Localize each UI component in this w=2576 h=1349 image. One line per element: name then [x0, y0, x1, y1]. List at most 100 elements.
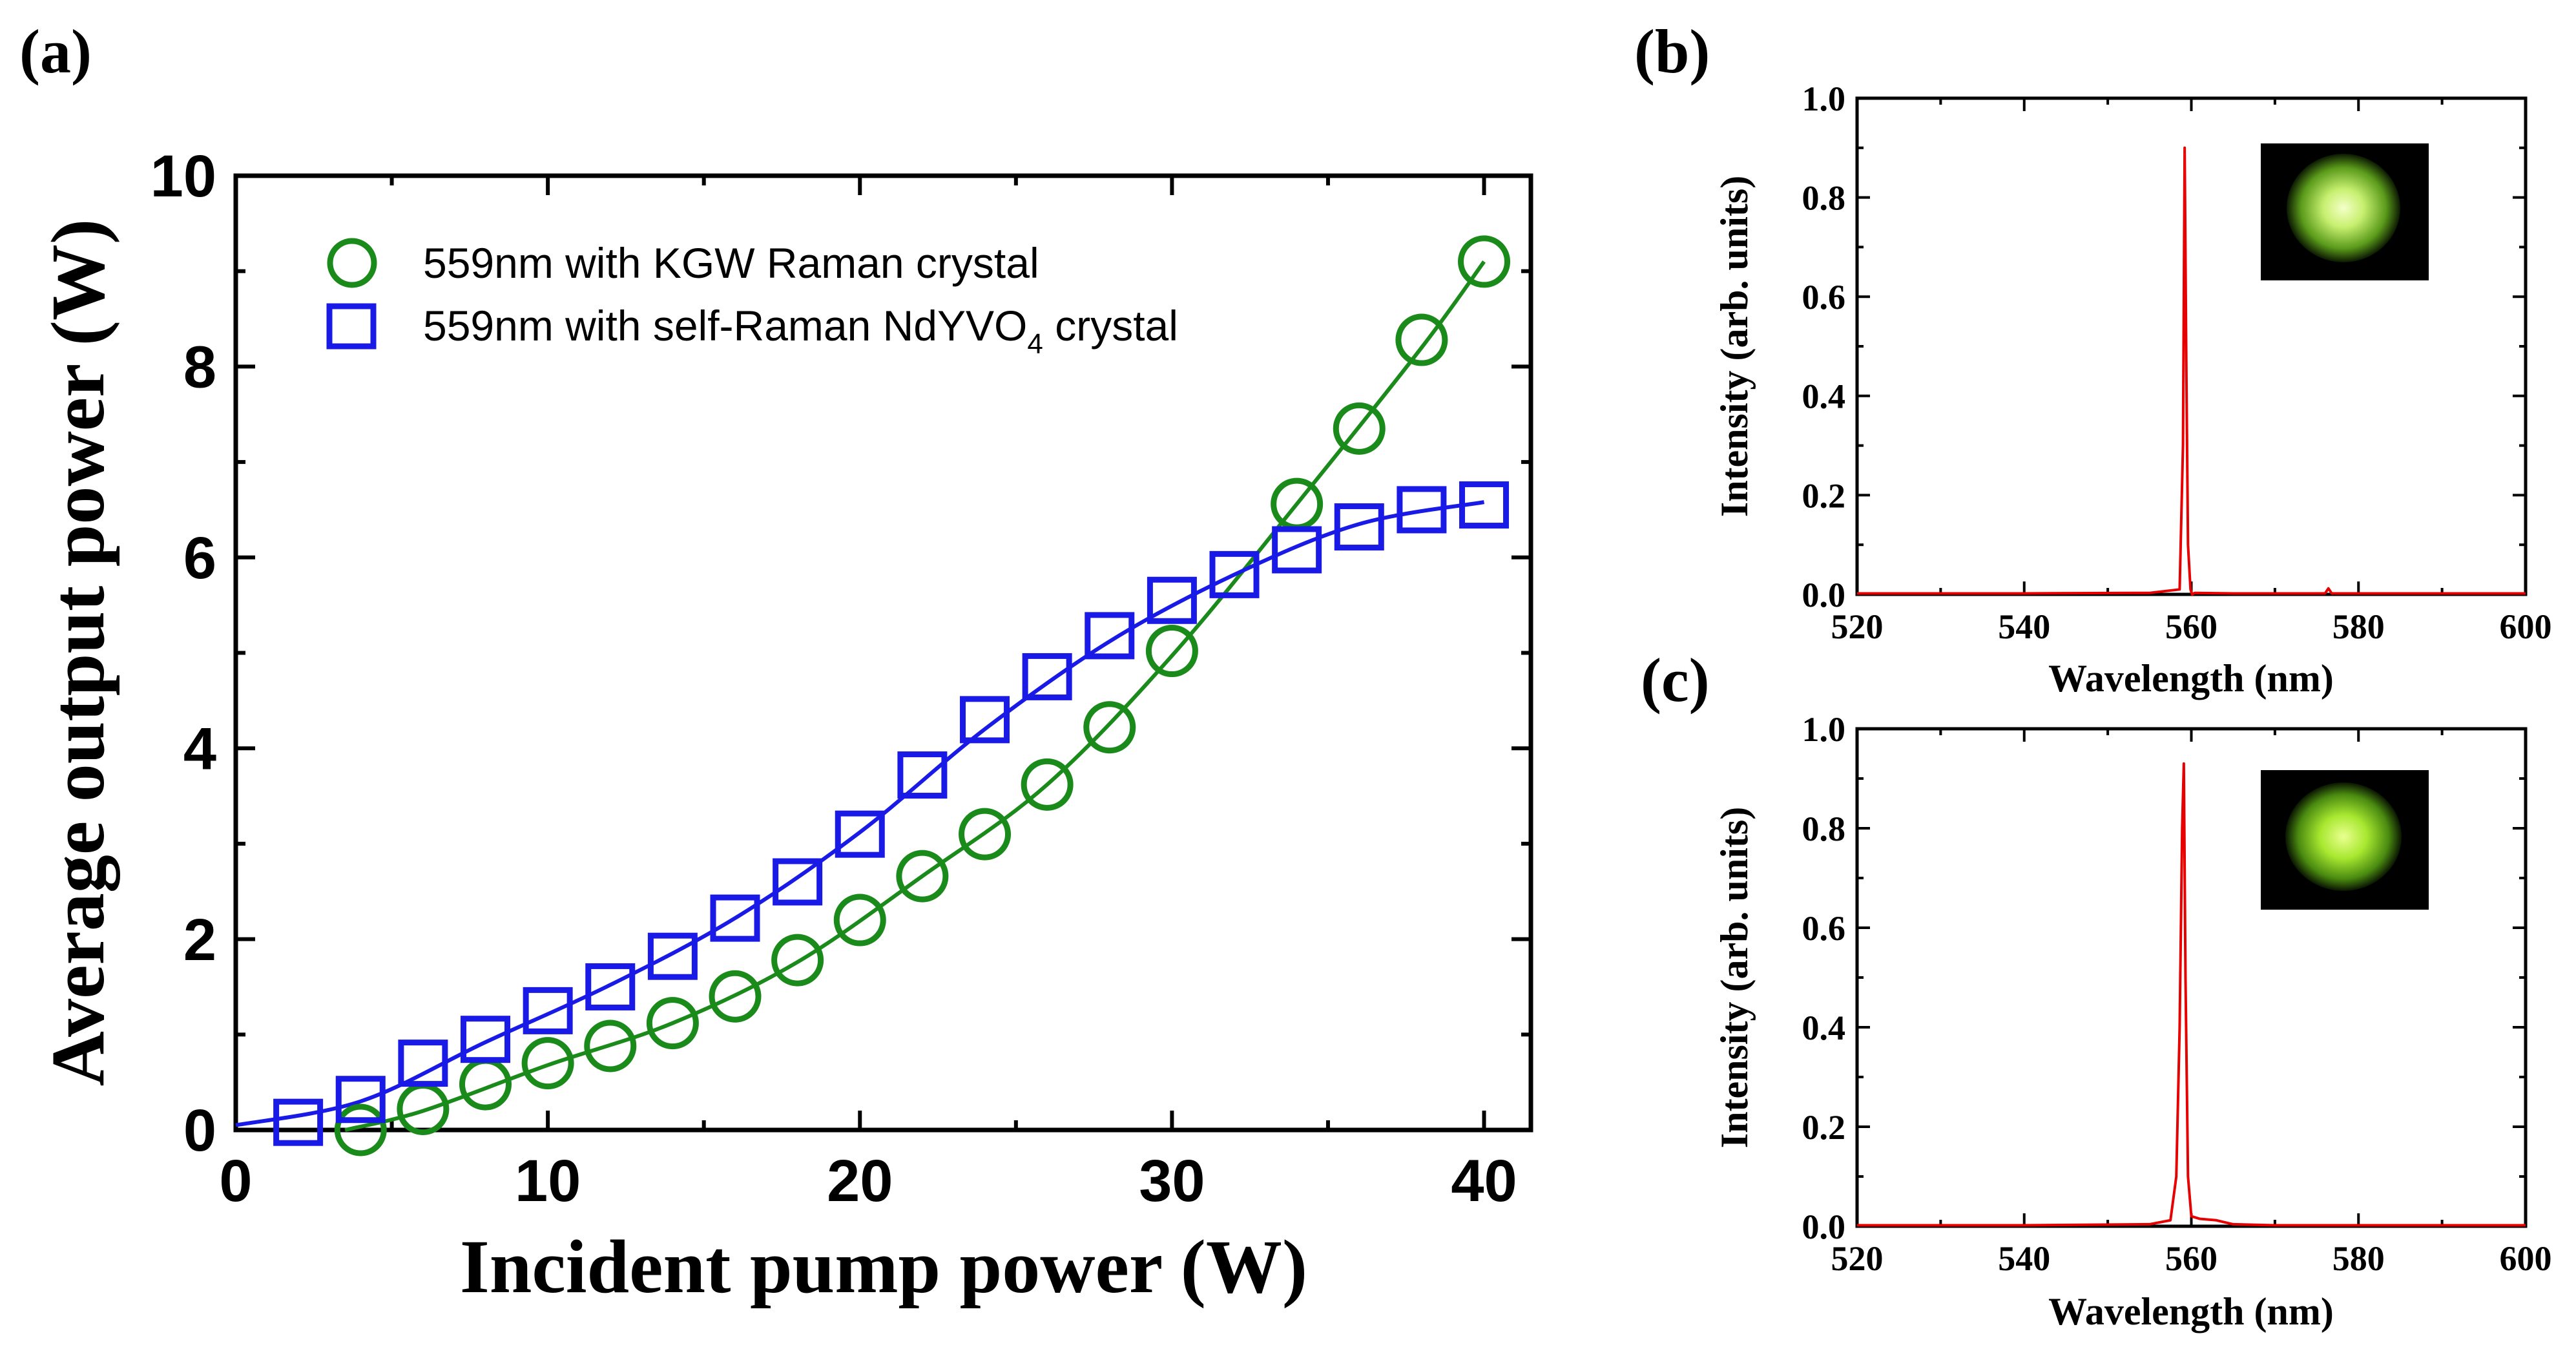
axis-ticks-c: 520 540 560 580 600 0.0 0.2 0.4 0.6 0.8 1.0 [1802, 710, 2552, 1278]
data-point-ndyvo4 [773, 858, 823, 906]
y-tick-label-a: 2 [183, 907, 216, 973]
data-point-kgw [334, 1103, 387, 1156]
inset-beam-image-c [2261, 770, 2429, 910]
panel-label-b: (b) [1634, 17, 1710, 86]
data-point-ndyvo4 [335, 1076, 386, 1124]
data-point-ndyvo4 [1022, 653, 1072, 700]
data-point-kgw [1083, 701, 1136, 754]
data-point-kgw [833, 894, 886, 946]
inset-beam-image-b [2261, 143, 2429, 280]
y-tick-label-c: 0.2 [1802, 1108, 1846, 1147]
data-point-kgw [709, 970, 762, 1023]
panel-label-a: (a) [19, 17, 92, 86]
y-tick-label-b: 1.0 [1802, 79, 1846, 118]
legend-label-ndyvo4-sub: 4 [1027, 328, 1043, 360]
data-point-ndyvo4 [1459, 481, 1510, 529]
x-axis-label-a: Incident pump power (W) [460, 1224, 1307, 1309]
y-tick-label-b: 0.6 [1802, 278, 1846, 317]
data-point-ndyvo4 [835, 810, 885, 858]
data-point-ndyvo4 [523, 987, 573, 1034]
panel-label-c: (c) [1641, 645, 1710, 715]
data-point-ndyvo4 [1334, 503, 1384, 551]
x-tick-label-c: 520 [1831, 1239, 1884, 1278]
y-tick-label-c: 0.6 [1802, 909, 1846, 948]
x-tick-label-a: 20 [827, 1148, 893, 1214]
data-point-kgw [896, 850, 949, 903]
data-point-kgw [1333, 402, 1386, 455]
y-tick-label-c: 0.0 [1802, 1208, 1846, 1246]
data-point-ndyvo4 [1209, 550, 1260, 598]
fit-lines-a [235, 260, 1486, 1132]
y-axis-label-b: Intensity (arb. units) [1713, 176, 1756, 517]
y-tick-label-a: 0 [183, 1098, 216, 1164]
axis-ticks-b: 520 540 560 580 600 0.0 0.2 0.4 0.6 0.8 1.0 [1802, 79, 2552, 646]
spectrum-c [1857, 762, 2526, 1227]
data-point-kgw [521, 1037, 574, 1090]
data-point-kgw [646, 997, 699, 1050]
y-axis-label-a: Average output power (W) [36, 219, 120, 1087]
legend-label-kgw: 559nm with KGW Raman crystal [423, 239, 1039, 287]
y-tick-label-b: 0.2 [1802, 476, 1846, 515]
y-tick-label-a: 6 [183, 525, 216, 591]
data-point-ndyvo4 [1272, 526, 1322, 574]
chart-panel-c: 520 540 560 580 600 0.0 0.2 0.4 0.6 0.8 1.0 Wavele… [1713, 710, 2552, 1333]
data-point-kgw [1145, 625, 1198, 678]
x-tick-label-c: 600 [2500, 1239, 2552, 1278]
data-point-kgw [771, 934, 824, 987]
legend-marker-kgw [327, 238, 377, 288]
data-point-ndyvo4 [1147, 576, 1197, 624]
data-point-kgw [1458, 235, 1511, 288]
y-tick-label-a: 10 [151, 143, 216, 209]
data-point-ndyvo4 [273, 1098, 324, 1146]
x-axis-label-c: Wavelength (nm) [2048, 1290, 2334, 1333]
x-tick-label-c: 580 [2332, 1239, 2385, 1278]
spectrum-line-b [1857, 146, 2526, 596]
axis-ticks-a: 0 10 20 30 40 0 2 4 6 8 10 [151, 143, 1531, 1214]
y-axis-label-c: Intensity (arb. units) [1713, 807, 1756, 1148]
x-tick-label-c: 540 [1998, 1239, 2050, 1278]
data-point-kgw [1021, 758, 1074, 811]
y-tick-label-a: 4 [183, 716, 216, 782]
x-tick-label-b: 580 [2332, 607, 2385, 646]
legend-marker-ndyvo4 [326, 303, 377, 350]
spectrum-line-c [1857, 762, 2526, 1227]
data-point-ndyvo4 [647, 932, 698, 980]
y-tick-label-c: 1.0 [1802, 710, 1846, 749]
x-tick-label-a: 10 [515, 1148, 581, 1214]
x-tick-label-b: 560 [2165, 607, 2218, 646]
data-point-kgw [959, 808, 1012, 861]
y-tick-label-b: 0.8 [1802, 179, 1846, 218]
x-tick-label-a: 0 [219, 1148, 252, 1214]
x-axis-label-b: Wavelength (nm) [2048, 657, 2334, 700]
y-tick-label-b: 0.4 [1802, 377, 1846, 416]
x-tick-label-a: 40 [1451, 1148, 1517, 1214]
x-tick-label-c: 560 [2165, 1239, 2218, 1278]
spectrum-b [1857, 146, 2526, 596]
data-point-ndyvo4 [960, 696, 1010, 744]
x-tick-label-b: 600 [2500, 607, 2552, 646]
y-tick-label-c: 0.4 [1802, 1009, 1846, 1047]
legend-label-ndyvo4-prefix: 559nm with self-Raman NdYVO [423, 302, 1027, 350]
data-point-ndyvo4 [1397, 486, 1447, 534]
data-point-ndyvo4 [710, 894, 760, 942]
chart-panel-b: 520 540 560 580 600 0.0 0.2 0.4 0.6 0.8 1.0 Wavele… [1713, 79, 2552, 700]
x-tick-label-a: 30 [1139, 1148, 1205, 1214]
y-tick-label-c: 0.8 [1802, 810, 1846, 848]
data-point-kgw [584, 1020, 637, 1072]
legend-a: 559nm with KGW Raman crystal 559nm with … [326, 238, 1178, 360]
y-tick-label-a: 8 [183, 335, 216, 401]
fit-line-0 [344, 260, 1486, 1132]
chart-panel-a: 0 10 20 30 40 0 2 4 6 8 10 559nm with KGW Raman cr… [36, 143, 1533, 1309]
fit-line-1 [235, 500, 1485, 1127]
data-point-ndyvo4 [1085, 612, 1135, 660]
data-point-ndyvo4 [461, 1016, 511, 1063]
data-point-ndyvo4 [585, 963, 636, 1010]
data-markers-a [273, 235, 1511, 1156]
data-point-kgw [1395, 313, 1448, 366]
x-tick-label-b: 540 [1998, 607, 2050, 646]
y-tick-label-b: 0.0 [1802, 576, 1846, 614]
data-point-ndyvo4 [398, 1040, 448, 1087]
legend-label-ndyvo4-suffix: crystal [1043, 302, 1178, 350]
data-point-ndyvo4 [897, 751, 948, 799]
